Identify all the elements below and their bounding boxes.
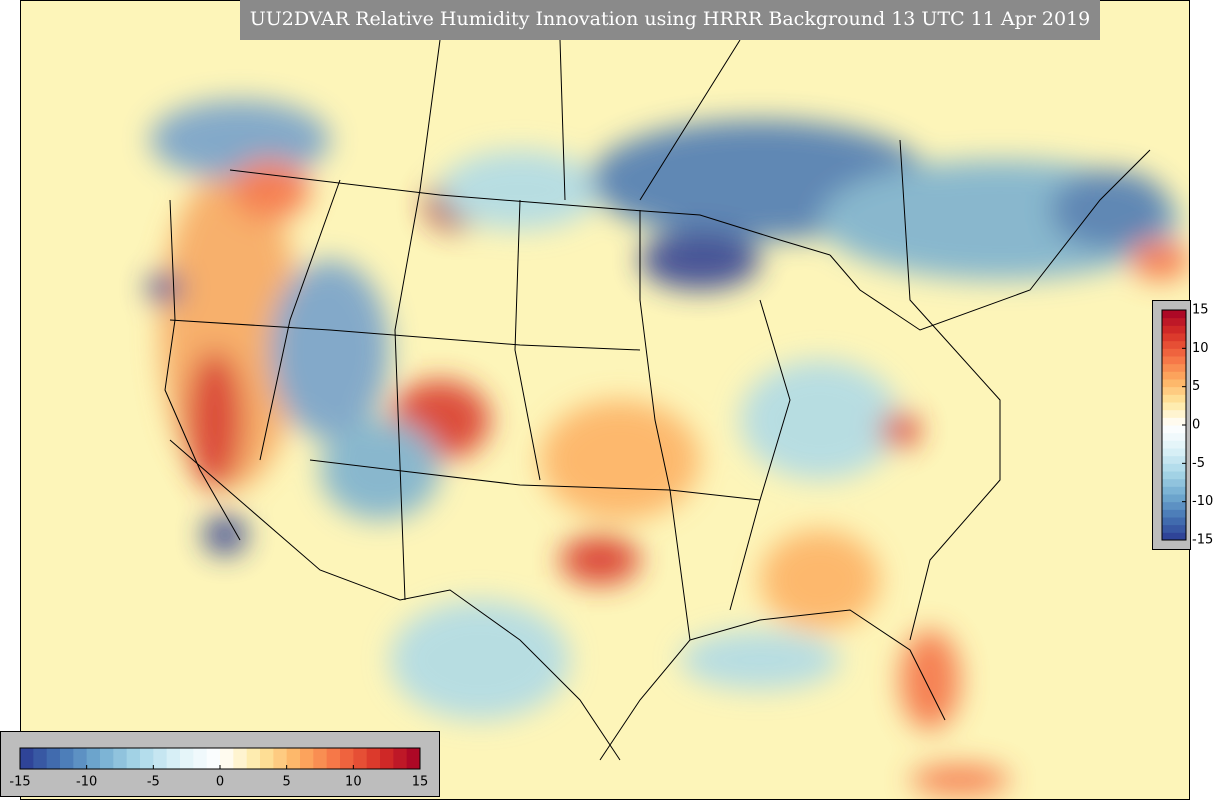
- colorbar-level: [193, 748, 208, 769]
- colorbar-level: [300, 748, 314, 769]
- colorbar-level: [406, 748, 421, 769]
- colorbar-level: [153, 748, 168, 769]
- colorbar-tick-label: 10: [345, 775, 362, 790]
- colorbar-level: [380, 748, 394, 769]
- colorbar-tick-label: -10: [1192, 494, 1213, 509]
- title: UU2DVAR Relative Humidity Innovation usi…: [250, 8, 1091, 30]
- colorbar-level: [1162, 532, 1186, 541]
- title-box: [240, 0, 1100, 40]
- colorbar-level: [86, 748, 101, 769]
- colorbar-level: [393, 748, 408, 769]
- colorbar-level: [1162, 425, 1186, 434]
- colorbar-level: [126, 748, 141, 769]
- colorbar-level: [1162, 509, 1186, 518]
- colorbar-level: [260, 748, 274, 769]
- colorbar-tick-label: -5: [1192, 456, 1205, 471]
- colorbar-tick-label: -15: [9, 775, 30, 790]
- colorbar-level: [1162, 317, 1186, 326]
- humidity-field: [147, 100, 1190, 795]
- colorbar-level: [1162, 409, 1186, 418]
- colorbar-level: [273, 748, 288, 769]
- colorbar-tick-label: -10: [76, 775, 97, 790]
- colorbar-level: [1162, 325, 1186, 334]
- colorbar-level: [1162, 440, 1186, 449]
- colorbar-level: [100, 748, 114, 769]
- colorbar-level: [1162, 486, 1186, 495]
- colorbar-level: [1162, 333, 1186, 342]
- colorbar-tick-label: 5: [1192, 379, 1200, 394]
- colorbar-level: [113, 748, 128, 769]
- colorbar-level: [1162, 348, 1186, 357]
- colorbar-level: [1162, 356, 1186, 365]
- colorbar-level: [73, 748, 88, 769]
- colorbar-level: [33, 748, 48, 769]
- colorbar-tick-label: 0: [216, 775, 224, 790]
- colorbar-level: [180, 748, 194, 769]
- colorbar-level: [1162, 402, 1186, 411]
- colorbar-level: [1162, 471, 1186, 480]
- colorbar-level: [1162, 524, 1186, 533]
- colorbar-horizontal: -15 -10 -5 0 5 10 15: [9, 747, 429, 790]
- colorbar-level: [140, 748, 154, 769]
- colorbar-tick-label: -15: [1192, 533, 1213, 548]
- colorbar-level: [233, 748, 248, 769]
- colorbar-level: [1162, 394, 1186, 403]
- colorbar-level: [1162, 417, 1186, 426]
- map: [20, 0, 1190, 800]
- colorbar-tick-label: 10: [1192, 341, 1209, 356]
- colorbar-level: [20, 748, 34, 769]
- colorbar-level: [220, 748, 234, 769]
- colorbar-tick-label: 15: [412, 775, 429, 790]
- colorbar-level: [313, 748, 328, 769]
- colorbar-level: [286, 748, 301, 769]
- colorbar-vertical: -15 -10 -5 0 5 10 15: [1161, 303, 1213, 548]
- colorbar-level: [1162, 379, 1186, 388]
- colorbar-level: [1162, 363, 1186, 372]
- colorbar-tick-label: -5: [147, 775, 160, 790]
- colorbar-level: [1162, 448, 1186, 457]
- colorbar-level: [166, 748, 181, 769]
- colorbar-tick-label: 15: [1192, 303, 1209, 318]
- colorbar-level: [340, 748, 354, 769]
- colorbar-level: [1162, 494, 1186, 503]
- colorbar-level: [1162, 501, 1186, 510]
- colorbar-level: [246, 748, 261, 769]
- colorbar-tick-label: 5: [283, 775, 291, 790]
- colorbar-level: [60, 748, 74, 769]
- colorbar-level: [1162, 371, 1186, 380]
- colorbar-level: [326, 748, 341, 769]
- colorbar-level: [206, 748, 221, 769]
- colorbar-tick-label: 0: [1192, 418, 1200, 433]
- colorbar-level: [366, 748, 381, 769]
- colorbar-level: [1162, 463, 1186, 472]
- colorbar-level: [46, 748, 61, 769]
- colorbar-level: [1162, 517, 1186, 526]
- colorbar-level: [1162, 455, 1186, 464]
- boundaries: [164, 39, 1151, 761]
- colorbar-level: [1162, 478, 1186, 487]
- colorbar-level: [1162, 310, 1186, 319]
- colorbar-level: [1162, 340, 1186, 349]
- colorbar-level: [1162, 432, 1186, 441]
- colorbar-level: [1162, 386, 1186, 395]
- colorbar-level: [353, 748, 368, 769]
